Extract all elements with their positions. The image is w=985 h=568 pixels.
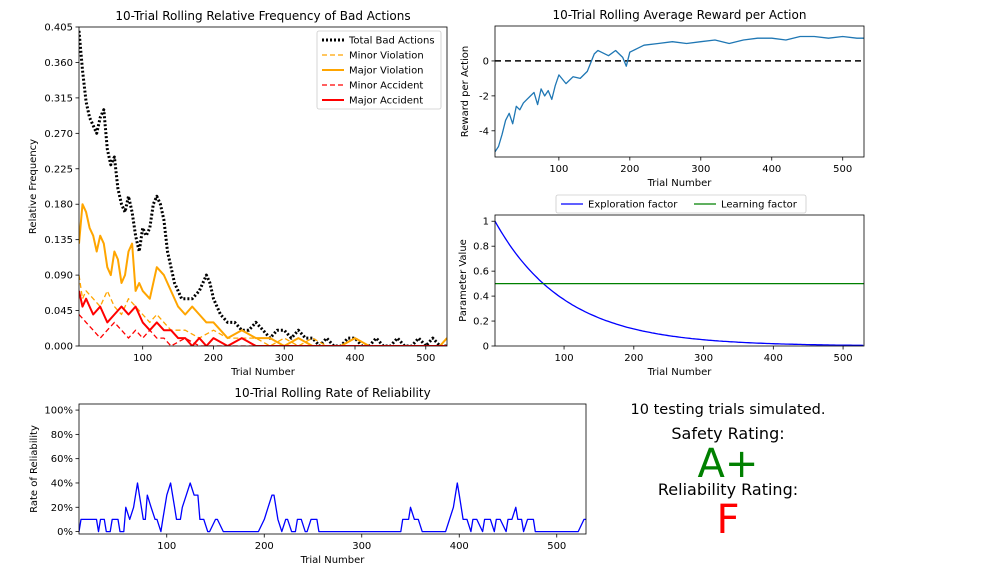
legend-entry-label: Minor Violation	[349, 51, 424, 62]
y-tick-label: 0.045	[44, 306, 73, 317]
y-tick-label: 0.135	[44, 235, 73, 246]
safety-rating-label: Safety Rating:	[671, 424, 785, 443]
axes-frame	[494, 214, 865, 347]
legend-box	[555, 194, 807, 214]
parameter-chart: 100 200 300 400 500 0 0.2 0.4 0.6 0.8 1 Trial Numbe…	[458, 194, 865, 378]
x-axis-title: Trial Number	[300, 555, 366, 566]
y-tick-label: 0.315	[44, 93, 73, 104]
x-axis-title: Trial Number	[230, 367, 296, 378]
legend-entry-label: Exploration factor	[588, 200, 678, 211]
y-tick-label: 0	[483, 342, 489, 353]
y-tick-label: 80%	[51, 430, 73, 441]
legend-box	[316, 30, 442, 110]
series-line-total-bad-actions	[79, 30, 447, 346]
reward-chart: 10-Trial Rolling Average Reward per Acti…	[460, 8, 865, 189]
x-tick-label: 100	[549, 164, 568, 175]
y-tick-label: 60%	[51, 454, 73, 465]
x-tick-label: 200	[204, 353, 223, 364]
plot-area	[495, 35, 864, 153]
x-tick-label: 500	[833, 164, 852, 175]
legend-entry-label: Minor Accident	[349, 81, 423, 92]
y-tick-label: 0.405	[44, 23, 73, 34]
y-tick-label: 20%	[51, 503, 73, 514]
legend-entry-label: Learning factor	[721, 200, 798, 211]
x-tick-label: 300	[352, 541, 371, 552]
y-tick-label: 0.090	[44, 271, 73, 282]
x-tick-label: 100	[555, 353, 574, 364]
plot-area	[79, 30, 447, 346]
series-line-minor-violation	[79, 275, 447, 346]
y-tick-label: 0.6	[473, 267, 489, 278]
series-line-0	[495, 35, 864, 153]
plot-area	[79, 482, 586, 533]
y-tick-label: 0%	[57, 527, 73, 538]
x-tick-label: 400	[450, 541, 469, 552]
x-tick-label: 400	[345, 353, 364, 364]
y-axis-title: Parameter Value	[458, 239, 469, 322]
series-line-major-accident	[79, 290, 447, 346]
y-tick-label: 0.225	[44, 164, 73, 175]
y-tick-label: 40%	[51, 478, 73, 489]
x-tick-label: 200	[620, 164, 639, 175]
y-tick-label: 1	[483, 217, 489, 228]
bad-actions-chart: 10-Trial Rolling Relative Frequency of B…	[28, 9, 448, 378]
x-tick-label: 400	[762, 164, 781, 175]
x-tick-label: 300	[275, 353, 294, 364]
x-tick-label: 200	[624, 353, 643, 364]
axes-frame	[78, 26, 448, 347]
axes-frame	[78, 403, 587, 535]
y-tick-label: 0.000	[44, 342, 73, 353]
y-tick-label: 0.2	[473, 317, 489, 328]
x-tick-label: 500	[416, 353, 435, 364]
legend-entry-label: Major Accident	[349, 96, 423, 107]
y-tick-label: 0.8	[473, 242, 489, 253]
y-tick-label: 0.4	[473, 292, 489, 303]
series-line-0	[79, 482, 586, 533]
chart-title: 10-Trial Rolling Average Reward per Acti…	[553, 8, 807, 22]
legend-entry-label: Total Bad Actions	[348, 36, 435, 47]
x-tick-label: 500	[834, 353, 853, 364]
y-tick-label: -4	[479, 126, 489, 137]
x-tick-label: 500	[547, 541, 566, 552]
y-tick-label: 100%	[44, 406, 73, 417]
x-tick-label: 400	[764, 353, 783, 364]
axes-frame	[494, 25, 865, 158]
y-tick-label: 0.270	[44, 129, 73, 140]
plot-area	[495, 220, 864, 346]
x-axis-title: Trial Number	[647, 178, 713, 189]
y-axis-title: Relative Frequency	[28, 139, 39, 234]
y-tick-label: -2	[479, 91, 489, 102]
reliability-grade: F	[716, 497, 740, 543]
reliability-chart: 10-Trial Rolling Rate of Reliability 100 2…	[29, 386, 587, 566]
y-tick-label: 0	[483, 56, 489, 67]
chart-title: 10-Trial Rolling Rate of Reliability	[234, 386, 430, 400]
legend-entry-label: Major Violation	[349, 66, 424, 77]
safety-grade: A+	[697, 441, 759, 487]
x-tick-label: 100	[133, 353, 152, 364]
testing-summary: 10 testing trials simulated. Safety Rati…	[598, 402, 858, 540]
y-axis-title: Rate of Reliability	[29, 425, 40, 513]
series-line-major-violation	[79, 203, 447, 346]
series-line-exploration-factor	[495, 220, 864, 346]
y-axis-title: Reward per Action	[460, 46, 471, 138]
x-tick-label: 200	[255, 541, 274, 552]
chart-title: 10-Trial Rolling Relative Frequency of B…	[115, 9, 410, 23]
y-tick-label: 0.360	[44, 58, 73, 69]
reliability-rating-label: Reliability Rating:	[657, 480, 799, 499]
x-axis-title: Trial Number	[647, 367, 713, 378]
trials-simulated-text: 10 testing trials simulated.	[630, 402, 826, 418]
series-line-minor-accident	[79, 314, 447, 346]
x-tick-label: 300	[694, 353, 713, 364]
y-tick-label: 0.180	[44, 200, 73, 211]
x-tick-label: 300	[691, 164, 710, 175]
x-tick-label: 100	[157, 541, 176, 552]
